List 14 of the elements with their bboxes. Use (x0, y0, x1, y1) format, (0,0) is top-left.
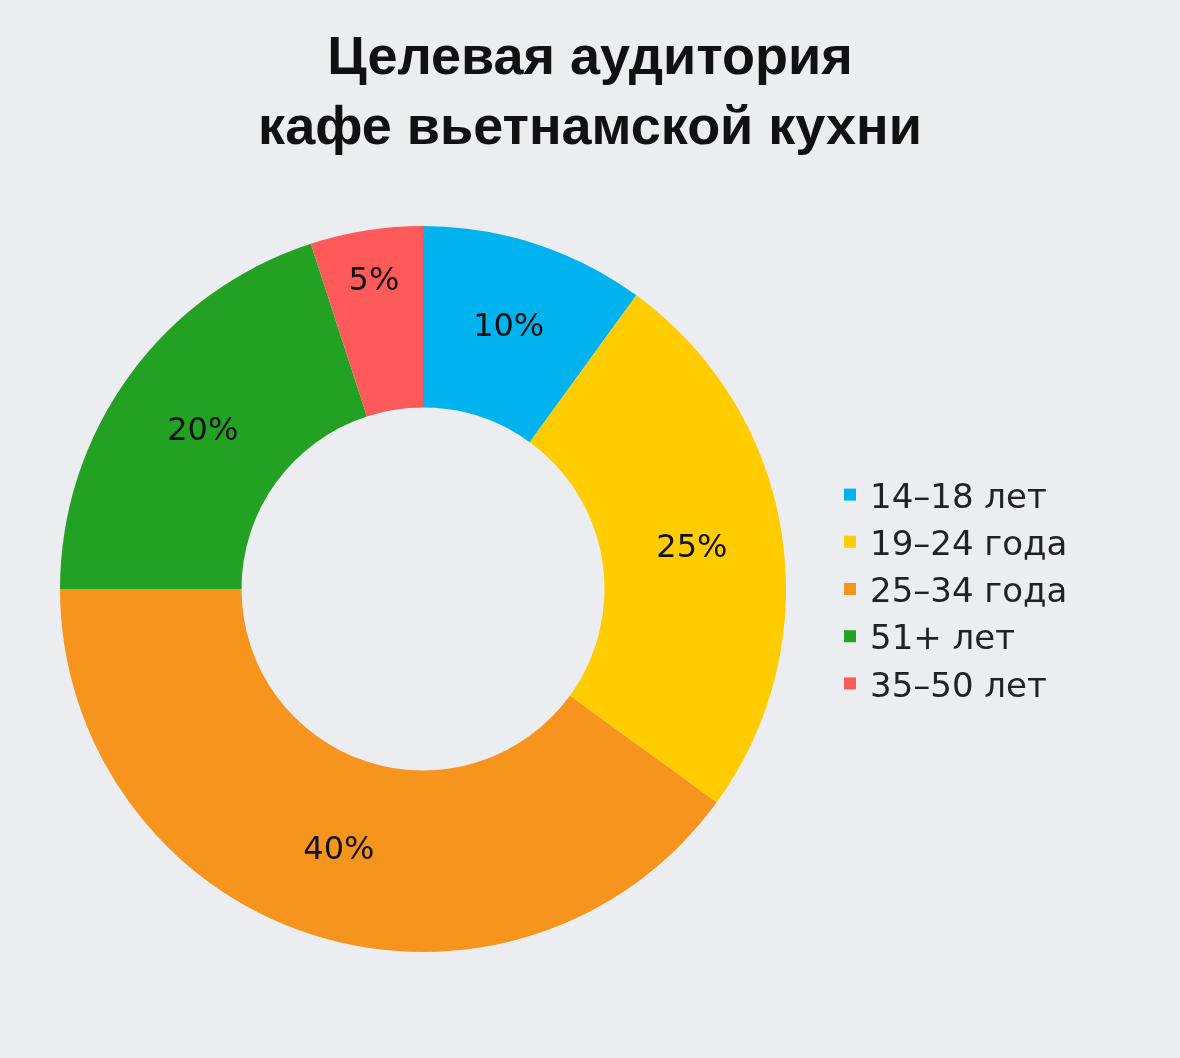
donut-slice (60, 589, 717, 952)
donut-slice (310, 226, 423, 417)
legend-label: 35–50 лет (870, 664, 1047, 705)
data-label: 5% (348, 259, 400, 298)
legend-label: 25–34 года (870, 570, 1068, 611)
legend-label: 19–24 года (870, 523, 1068, 564)
chart-title: Целевая аудитория кафе вьетнамской кухни (258, 25, 922, 156)
data-label: 20% (167, 409, 239, 448)
data-label: 40% (303, 828, 375, 867)
donut-slice (423, 226, 637, 443)
legend-label: 51+ лет (870, 617, 1016, 658)
data-label: 25% (656, 527, 728, 566)
legend-label: 14–18 лет (870, 475, 1047, 516)
data-label: 10% (473, 306, 545, 345)
